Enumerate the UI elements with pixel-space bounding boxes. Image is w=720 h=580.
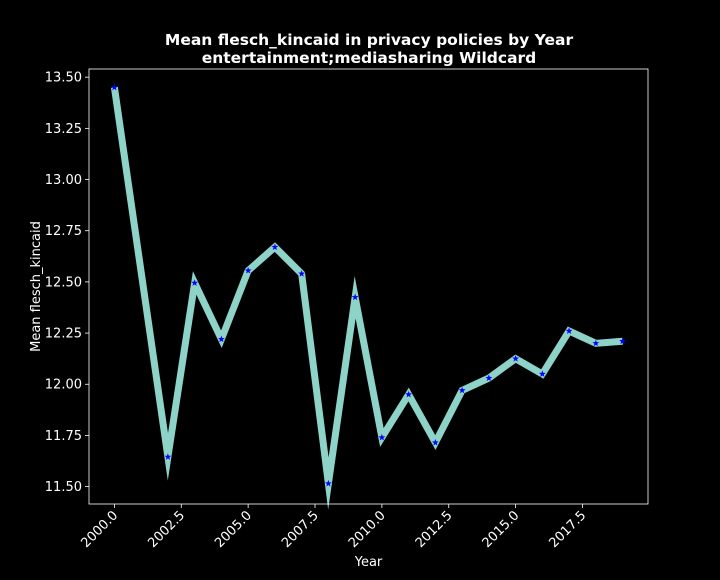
x-tick-label: 2012.5	[413, 508, 456, 551]
series-layer	[110, 83, 627, 510]
data-point	[485, 374, 493, 382]
y-tick-label: 11.75	[45, 429, 82, 444]
y-tick-label: 12.50	[45, 275, 82, 290]
y-tick-label: 12.00	[45, 378, 82, 393]
data-point	[110, 83, 118, 91]
chart-title: Mean flesch_kincaid in privacy policies …	[165, 31, 574, 49]
x-tick-label: 2010.0	[346, 508, 389, 551]
data-point	[191, 279, 199, 286]
chart-subtitle: entertainment;mediasharing Wildcard	[202, 49, 537, 67]
y-tick-label: 13.50	[45, 71, 82, 86]
data-point	[592, 339, 600, 347]
data-point	[565, 327, 573, 334]
data-point	[378, 433, 386, 441]
data-point	[405, 390, 413, 398]
data-point	[217, 335, 225, 343]
x-axis-label: Year	[354, 555, 383, 570]
y-axis-ticks: 11.50 11.75 12.00 12.25 12.50 12.75 13.00 13.25…	[45, 71, 89, 495]
data-point	[512, 355, 520, 362]
y-tick-label: 13.00	[45, 173, 82, 188]
y-tick-label: 12.75	[45, 224, 82, 239]
plot-area-frame	[88, 68, 649, 505]
data-point	[431, 438, 439, 446]
x-axis-ticks: 2000.0 2002.5 2005.0 2007.5 2010.0 2012.5 2015…	[78, 504, 589, 551]
data-point	[324, 479, 332, 487]
x-tick-label: 2002.5	[145, 508, 188, 551]
data-point	[271, 243, 279, 251]
x-tick-label: 2017.5	[547, 508, 590, 551]
y-tick-label: 11.50	[45, 480, 82, 495]
y-tick-label: 13.25	[45, 122, 82, 137]
data-point	[458, 386, 466, 394]
x-tick-label: 2000.0	[78, 508, 121, 551]
series-line	[110, 86, 623, 510]
data-point	[298, 270, 306, 277]
data-point	[619, 337, 627, 345]
data-point	[244, 267, 252, 274]
x-tick-label: 2007.5	[279, 508, 322, 551]
data-point	[351, 293, 359, 301]
x-tick-label: 2005.0	[212, 508, 255, 551]
y-axis-label: Mean flesch_kincaid	[29, 221, 44, 352]
data-point	[164, 453, 172, 460]
y-tick-label: 12.25	[45, 327, 82, 342]
data-point	[538, 370, 546, 377]
x-tick-label: 2015.0	[480, 508, 523, 551]
